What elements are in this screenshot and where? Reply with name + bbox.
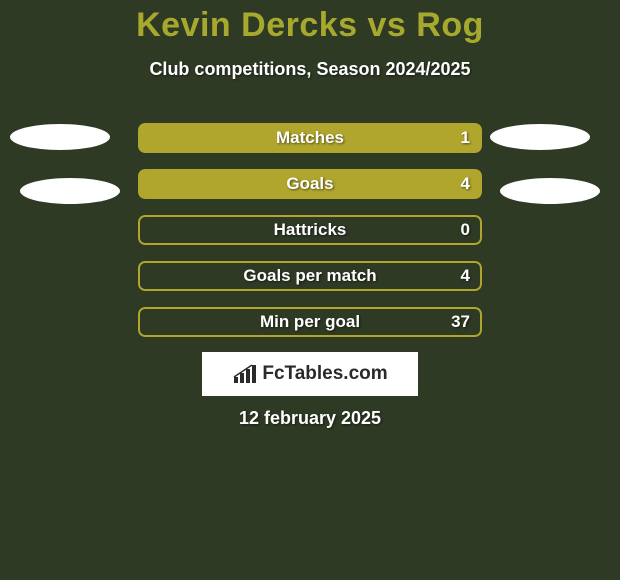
stats-block: Matches1Goals4Hattricks0Goals per match4… [138,123,482,353]
stat-row: Matches1 [138,123,482,153]
stat-row: Goals4 [138,169,482,199]
bar-chart-icon [232,363,258,385]
stat-label: Goals [138,169,482,199]
subtitle: Club competitions, Season 2024/2025 [0,59,620,80]
stat-label: Min per goal [138,307,482,337]
avatar-placeholder [10,124,110,150]
stat-value: 4 [461,261,470,291]
date-text: 12 february 2025 [0,408,620,429]
avatar-placeholder [500,178,600,204]
stat-label: Hattricks [138,215,482,245]
logo-text: FcTables.com [262,363,387,385]
page-title: Kevin Dercks vs Rog [0,0,620,45]
stat-row: Goals per match4 [138,261,482,291]
site-logo: FcTables.com [202,352,418,396]
stat-value: 0 [461,215,470,245]
infographic-canvas: Kevin Dercks vs Rog Club competitions, S… [0,0,620,580]
stat-value: 37 [451,307,470,337]
stat-value: 1 [461,123,470,153]
avatar-placeholder [20,178,120,204]
avatar-placeholder [490,124,590,150]
stat-row: Min per goal37 [138,307,482,337]
stat-label: Matches [138,123,482,153]
stat-row: Hattricks0 [138,215,482,245]
stat-value: 4 [461,169,470,199]
stat-label: Goals per match [138,261,482,291]
